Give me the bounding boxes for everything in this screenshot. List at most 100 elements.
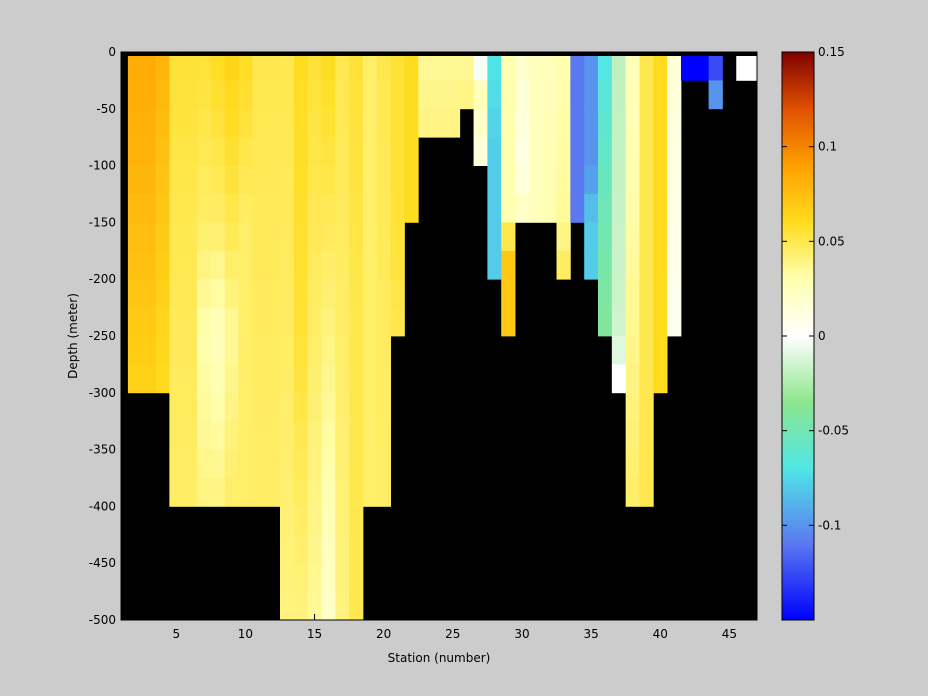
heatmap-cell: [293, 279, 309, 308]
heatmap-cell: [307, 563, 322, 592]
heatmap-cell: [349, 250, 364, 280]
heatmap-cell: [307, 392, 322, 422]
heatmap-cell: [362, 364, 378, 394]
heatmap-cell: [556, 194, 571, 223]
heatmap-cell: [155, 250, 170, 280]
heatmap-cell: [570, 108, 585, 138]
heatmap-cell: [155, 336, 170, 365]
x-tick-label: 45: [722, 627, 737, 641]
heatmap-cell: [224, 194, 239, 223]
heatmap-cell: [542, 137, 557, 166]
heatmap-cell: [598, 137, 613, 166]
heatmap-cell: [183, 80, 198, 110]
heatmap-cell: [376, 108, 392, 138]
heatmap-cell: [238, 478, 253, 507]
heatmap-cell: [183, 222, 198, 252]
heatmap-cell: [376, 421, 392, 450]
heatmap-cell: [404, 165, 419, 195]
heatmap-cell: [238, 108, 253, 138]
heatmap-cell: [321, 449, 336, 479]
heatmap-cell: [210, 421, 226, 450]
heatmap-cell: [335, 392, 350, 422]
heatmap-cell: [127, 222, 143, 252]
heatmap-cell: [307, 222, 322, 252]
heatmap-cell: [210, 108, 226, 138]
heatmap-cell: [210, 52, 226, 81]
heatmap-cell: [335, 506, 350, 536]
heatmap-cell: [280, 165, 295, 195]
heatmap-cell: [639, 421, 654, 450]
heatmap-cell: [653, 222, 668, 252]
heatmap-cell: [349, 80, 364, 110]
heatmap-cell: [280, 563, 295, 592]
heatmap-cell: [169, 421, 184, 450]
heatmap-cell: [210, 336, 226, 365]
heatmap-cell: [376, 222, 392, 252]
heatmap-cell: [736, 52, 751, 81]
heatmap-cell: [362, 165, 378, 195]
heatmap-cell: [197, 194, 212, 223]
heatmap-cell: [197, 250, 212, 280]
heatmap-cell: [376, 478, 392, 507]
heatmap-cell: [307, 449, 322, 479]
heatmap-cell: [169, 194, 184, 223]
x-tick-label: 30: [514, 627, 529, 641]
heatmap-cell: [528, 108, 544, 138]
heatmap-cell: [183, 478, 198, 507]
heatmap-cell: [335, 591, 350, 621]
heatmap-cell: [349, 392, 364, 422]
heatmap-cell: [280, 279, 295, 308]
y-axis-label: Depth (meter): [66, 293, 80, 379]
heatmap-cell: [280, 506, 295, 536]
heatmap-cell: [127, 80, 143, 110]
heatmap-cell: [362, 392, 378, 422]
heatmap-cell: [197, 478, 212, 507]
heatmap-cell: [141, 336, 156, 365]
heatmap-cell: [445, 80, 461, 110]
heatmap-cell: [667, 307, 682, 337]
heatmap-cell: [155, 307, 170, 337]
heatmap-cell: [238, 194, 253, 223]
heatmap-cell: [376, 137, 392, 166]
heatmap-cell: [501, 250, 516, 280]
heatmap-cell: [210, 307, 226, 337]
heatmap-cell: [321, 80, 336, 110]
heatmap-cell: [127, 137, 143, 166]
colorbar-tick-label: -0.05: [818, 424, 849, 438]
heatmap-cell: [155, 222, 170, 252]
heatmap-cell: [501, 279, 516, 308]
heatmap-cell: [653, 307, 668, 337]
heatmap-cell: [141, 165, 156, 195]
heatmap-cell: [307, 421, 322, 450]
heatmap-cell: [169, 392, 184, 422]
heatmap-cell: [515, 194, 530, 223]
heatmap-cell: [169, 165, 184, 195]
heatmap-cell: [528, 194, 544, 223]
heatmap-cell: [639, 52, 654, 81]
heatmap-cell: [556, 250, 571, 280]
heatmap-cell: [127, 108, 143, 138]
heatmap-cell: [210, 222, 226, 252]
heatmap-cell: [293, 392, 309, 422]
heatmap-cell: [625, 194, 640, 223]
heatmap-cell: [197, 108, 212, 138]
heatmap-cell: [321, 336, 336, 365]
heatmap-cell: [611, 307, 627, 337]
heatmap-cell: [404, 80, 419, 110]
heatmap-cell: [501, 222, 516, 252]
heatmap-cell: [335, 80, 350, 110]
heatmap-cell: [335, 307, 350, 337]
heatmap-cell: [321, 364, 336, 394]
heatmap-cell: [321, 534, 336, 564]
heatmap-cell: [404, 194, 419, 223]
heatmap-cell: [349, 108, 364, 138]
heatmap-cell: [335, 279, 350, 308]
heatmap-cell: [127, 165, 143, 195]
heatmap-cell: [349, 364, 364, 394]
heatmap-cell: [667, 80, 682, 110]
heatmap-cell: [197, 52, 212, 81]
heatmap-cell: [362, 279, 378, 308]
heatmap-cell: [238, 137, 253, 166]
heatmap-cell: [183, 137, 198, 166]
